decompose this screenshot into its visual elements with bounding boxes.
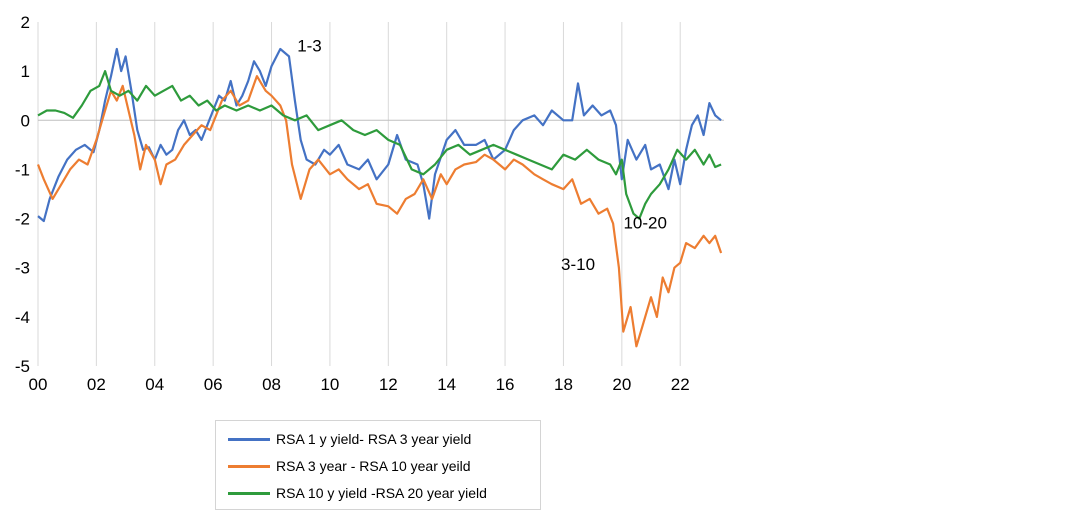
legend-item-rsa-10y-20y: RSA 10 y yield -RSA 20 year yield: [228, 483, 487, 503]
y-tick-label: -1: [15, 160, 30, 179]
legend-swatch: [228, 491, 270, 495]
x-tick-label: 08: [262, 375, 281, 394]
series-lines: [36, 47, 723, 348]
series-line-rsa-1y-3y: [37, 47, 722, 223]
annotation-label: 1-3: [297, 36, 322, 55]
annotations: 1-3 10-20 3-10: [297, 36, 667, 274]
annotation-label: 3-10: [561, 255, 595, 274]
x-tick-label: 14: [437, 375, 456, 394]
y-tick-label: 2: [21, 13, 30, 32]
y-tick-label: 1: [21, 62, 30, 81]
legend-item-rsa-1y-3y: RSA 1 y yield- RSA 3 year yield: [228, 429, 471, 449]
legend: RSA 1 y yield- RSA 3 year yield RSA 3 ye…: [215, 420, 541, 510]
y-tick-label: -5: [15, 357, 30, 376]
annotation-label: 10-20: [623, 213, 666, 232]
x-tick-label: 16: [496, 375, 515, 394]
legend-swatch: [228, 464, 270, 468]
legend-label: RSA 10 y yield -RSA 20 year yield: [276, 485, 487, 501]
y-axis-tick-labels: 2 1 0 -1 -2 -3 -4 -5: [15, 13, 30, 376]
x-tick-label: 02: [87, 375, 106, 394]
x-tick-label: 04: [145, 375, 164, 394]
series-line-rsa-3y-10y: [36, 75, 723, 348]
series-line-rsa-10y-20y: [37, 70, 722, 220]
legend-label: RSA 3 year - RSA 10 year yeild: [276, 458, 471, 474]
legend-item-rsa-3y-10y: RSA 3 year - RSA 10 year yeild: [228, 456, 471, 476]
y-tick-label: -2: [15, 210, 30, 229]
x-tick-label: 06: [204, 375, 223, 394]
x-tick-label: 00: [29, 375, 48, 394]
y-tick-label: 0: [21, 111, 30, 130]
gridlines: [37, 22, 724, 366]
x-tick-label: 18: [554, 375, 573, 394]
y-tick-label: -4: [15, 308, 30, 327]
legend-label: RSA 1 y yield- RSA 3 year yield: [276, 431, 472, 447]
x-tick-label: 22: [671, 375, 690, 394]
x-tick-label: 10: [320, 375, 339, 394]
legend-swatch: [228, 437, 270, 441]
x-tick-label: 12: [379, 375, 398, 394]
y-tick-label: -3: [15, 259, 30, 278]
x-axis-tick-labels: 00 02 04 06 08 10 12 14 16 18 20 22: [29, 375, 690, 394]
x-tick-label: 20: [612, 375, 631, 394]
